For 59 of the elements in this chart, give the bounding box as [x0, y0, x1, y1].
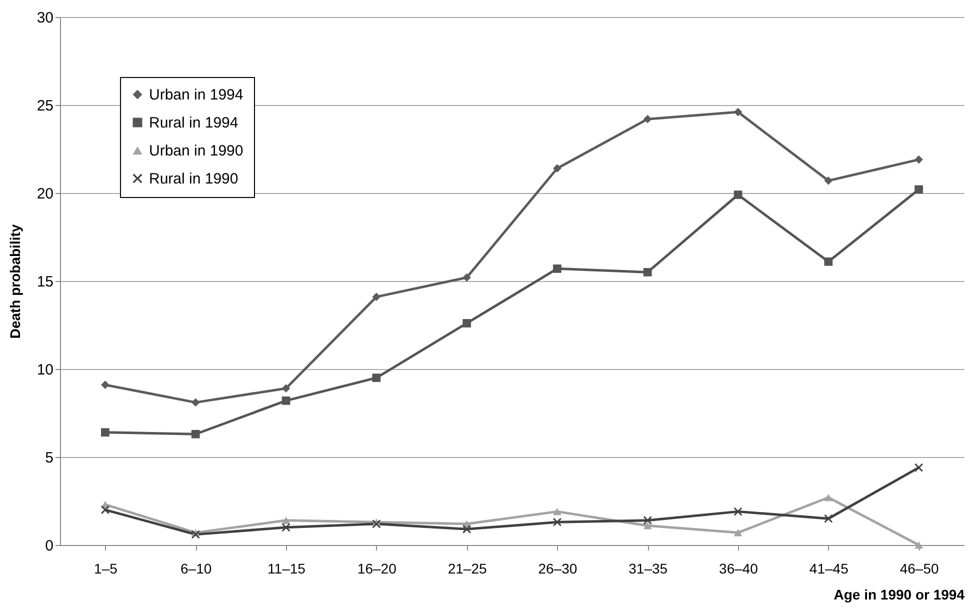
point — [553, 508, 562, 516]
point — [282, 516, 290, 524]
point — [643, 516, 652, 525]
point — [282, 384, 290, 393]
point — [553, 518, 562, 526]
point — [462, 524, 471, 534]
point — [824, 514, 833, 523]
point — [734, 108, 742, 116]
point — [824, 494, 833, 502]
y-tick-label: 10 — [36, 362, 54, 378]
point — [914, 185, 923, 194]
point — [914, 541, 923, 549]
x-tick-label: 1–5 — [94, 560, 118, 576]
legend-label: Rural in 1990 — [149, 170, 238, 188]
y-axis-title: Death probability — [6, 224, 23, 339]
point — [734, 190, 742, 199]
point — [643, 114, 652, 124]
y-tick-label: 20 — [36, 186, 54, 202]
point — [643, 522, 652, 530]
point — [914, 463, 923, 472]
y-tick-label: 15 — [36, 274, 54, 290]
x-tick-label: 6–10 — [180, 560, 212, 576]
point — [101, 428, 110, 437]
legend-label: Urban in 1990 — [149, 142, 244, 160]
point — [372, 374, 381, 382]
legend-label: Urban in 1994 — [149, 86, 244, 104]
x-axis-title: Age in 1990 or 1994 — [834, 586, 965, 602]
point — [282, 523, 290, 532]
point — [643, 268, 652, 276]
legend-label: Rural in 1994 — [149, 114, 238, 132]
x-tick-label: 11–15 — [268, 560, 306, 576]
point — [914, 155, 923, 164]
y-tick-label: 25 — [36, 98, 54, 114]
point — [191, 530, 200, 539]
point — [101, 506, 110, 514]
x-tick-label: 41–45 — [809, 560, 849, 576]
y-tick-label: 5 — [45, 450, 54, 466]
x-tick-label: 31–35 — [628, 560, 668, 576]
point — [462, 273, 471, 282]
point — [553, 264, 562, 273]
x-tick-label: 46–50 — [900, 560, 939, 576]
point — [734, 507, 742, 516]
x-tick-label: 26–30 — [538, 560, 578, 576]
y-tick-label: 0 — [45, 538, 54, 554]
point — [372, 520, 381, 528]
x-tick-label: 16–20 — [357, 560, 397, 576]
y-tick-label: 30 — [36, 10, 54, 26]
point — [462, 319, 471, 328]
point — [372, 292, 381, 302]
x-tick-label: 21–25 — [448, 560, 487, 576]
point — [101, 380, 110, 390]
point — [191, 430, 200, 438]
point — [824, 176, 833, 185]
point — [824, 257, 833, 266]
point — [734, 529, 742, 536]
point — [553, 164, 562, 173]
point — [191, 398, 200, 407]
point — [282, 396, 290, 405]
x-tick-label: 36–40 — [719, 560, 758, 576]
